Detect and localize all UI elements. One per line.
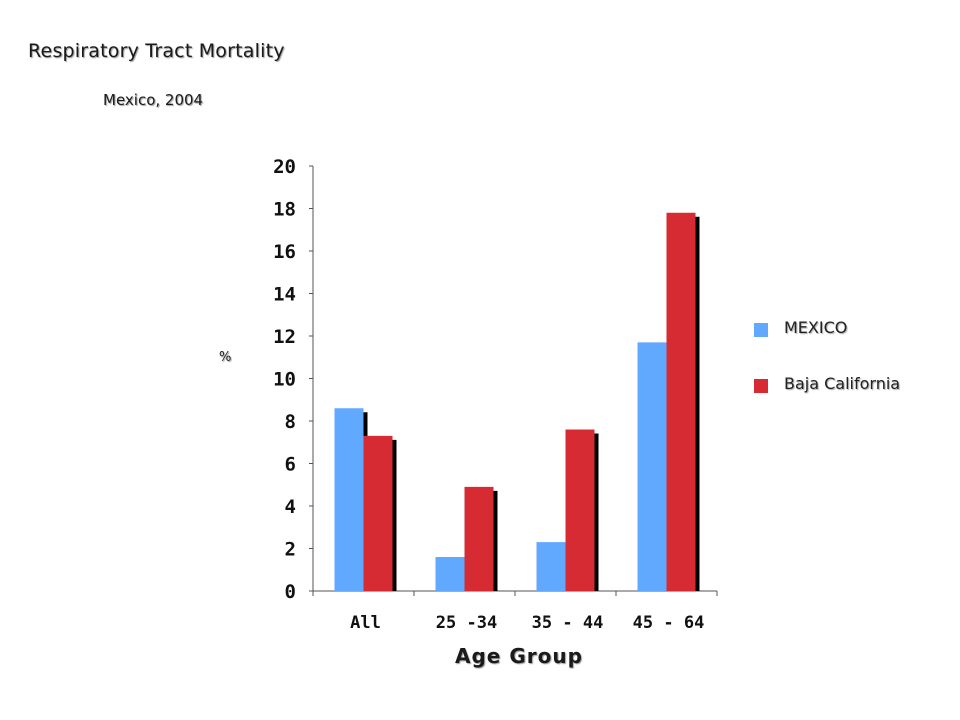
y-tick-label: 10 [273, 369, 296, 391]
bar-mexico [334, 408, 364, 591]
bar-mexico [637, 342, 667, 591]
y-tick-label: 16 [273, 241, 296, 263]
chart-title: Respiratory Tract Mortality [28, 40, 285, 62]
chart-subtitle: Mexico, 2004 [103, 91, 204, 109]
y-axis-label: % [219, 350, 232, 365]
y-tick-label: 12 [273, 326, 296, 348]
y-tick-label: 6 [285, 454, 296, 476]
bar-mexico [435, 557, 465, 591]
y-tick-label: 2 [285, 539, 296, 561]
x-tick-label: All [350, 613, 381, 633]
bar-mexico [536, 542, 566, 591]
legend-swatch-mexico [754, 323, 768, 337]
bar-baja-california [666, 212, 696, 591]
y-tick-label: 0 [285, 581, 296, 603]
legend-label-mexico: MEXICO [784, 318, 848, 337]
x-axis-label: Age Group [455, 644, 583, 668]
y-tick-label: 4 [285, 496, 296, 518]
bar-baja-california [565, 429, 595, 591]
legend-swatch-baja-california [754, 379, 768, 393]
legend-label-baja-california: Baja California [784, 374, 901, 393]
x-tick-label: 35 - 44 [532, 613, 604, 633]
y-tick-label: 14 [273, 284, 296, 306]
y-tick-label: 8 [285, 411, 296, 433]
x-tick-label: 45 - 64 [633, 613, 705, 633]
bar-baja-california [464, 486, 494, 591]
y-tick-label: 18 [273, 199, 296, 221]
bar-baja-california [363, 435, 393, 591]
y-tick-label: 20 [273, 156, 296, 178]
x-tick-label: 25 -34 [436, 613, 497, 633]
